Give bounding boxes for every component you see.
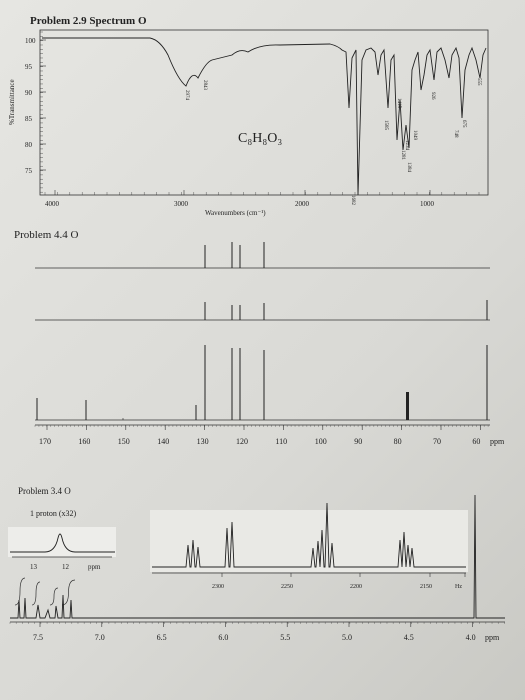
c13-tick-label: 110 xyxy=(275,437,287,446)
c13-tick-label: 100 xyxy=(315,437,327,446)
ir-trace xyxy=(42,38,486,195)
ir-peak-label: 675 xyxy=(461,120,466,128)
c13-tick-label: 150 xyxy=(118,437,130,446)
h1-expansion-tick-label: 2300 xyxy=(212,584,224,590)
c13-tick-label: 60 xyxy=(472,437,480,446)
c13-tick-label: 80 xyxy=(394,437,402,446)
ir-peak-label: 1585 xyxy=(383,120,388,131)
h1-tick-label: 5.0 xyxy=(342,633,352,642)
h1-tick-label: 7.0 xyxy=(95,633,105,642)
h1-expansion-ticks: 2300 2250 2200 2150 Hz xyxy=(212,573,465,590)
c13-title: Problem 4.4 O xyxy=(14,229,79,241)
h1-inset-box xyxy=(8,527,116,557)
ir-y-tick-label: 75 xyxy=(25,167,33,175)
ir-y-tick-label: 80 xyxy=(25,141,33,149)
h1-inset-tick-12: 12 xyxy=(62,563,70,571)
ir-peak-label: 1281 xyxy=(400,150,405,161)
ir-peak-label: 1049 xyxy=(412,130,417,141)
h1-expansion-tick-label: 2200 xyxy=(350,584,362,590)
c13-tick-label: 140 xyxy=(157,437,169,446)
h1-tick-label: 6.0 xyxy=(218,633,228,642)
c13-unit-label: ppm xyxy=(490,437,505,446)
h1-integral-curve xyxy=(15,578,25,605)
c13-tick-label: 120 xyxy=(236,437,248,446)
ir-frame xyxy=(40,30,488,195)
h1-expansion-tick-label: 2250 xyxy=(281,584,293,590)
c13-tick-label: 170 xyxy=(39,437,51,446)
ir-peak-label: 1234 xyxy=(404,140,409,151)
h1-tick-label: 5.5 xyxy=(280,633,290,642)
ir-y-axis-label: %Transmittance xyxy=(8,79,16,125)
ir-peak-label: 748 xyxy=(453,130,458,138)
h1-tick-label: 4.5 xyxy=(404,633,414,642)
c13-peaks xyxy=(37,242,487,420)
ir-y-tick-label: 95 xyxy=(25,63,33,71)
c13-tick-label: 130 xyxy=(197,437,209,446)
ir-x-tick-label: 2000 xyxy=(295,200,310,208)
ir-peak-label: 2843 xyxy=(202,80,207,91)
ir-formula: C₈H₈O₃ xyxy=(238,131,282,146)
ir-x-tick-label: 1000 xyxy=(420,200,435,208)
h1-inset-tick-13: 13 xyxy=(30,563,38,571)
c13-tick-label: 70 xyxy=(433,437,441,446)
h1-expansion-tick-label: Hz xyxy=(455,584,462,590)
h1-inset-label: 1 proton (x32) xyxy=(30,509,77,518)
ir-peak-label: 2974 xyxy=(184,90,189,101)
c13-tick-label: 90 xyxy=(354,437,362,446)
ir-title: Problem 2.9 Spectrum O xyxy=(30,15,147,27)
h1-tick-label: 4.0 xyxy=(466,633,476,642)
ir-x-tick-label: 3000 xyxy=(174,200,189,208)
h1-tick-label: 7.5 xyxy=(33,633,43,642)
ir-y-tick-label: 90 xyxy=(25,89,33,97)
h1-title: Problem 3.4 O xyxy=(18,486,71,496)
ir-peak-label: 926 xyxy=(430,92,435,100)
ir-x-tick-label: 4000 xyxy=(45,200,60,208)
h1-expansion-box xyxy=(150,510,468,572)
ir-x-ticks: 4000 3000 2000 1000 xyxy=(45,190,479,208)
ir-y-ticks: 100 95 90 85 80 75 xyxy=(25,32,46,192)
h1-integral-curve xyxy=(62,580,75,605)
ir-y-tick-label: 85 xyxy=(25,115,33,123)
h1-expansion-tick-label: 2150 xyxy=(420,584,432,590)
ir-peak-label: 1415 xyxy=(396,98,401,109)
ir-peak-label: 1682 xyxy=(350,195,355,206)
h1-integral-curve xyxy=(50,588,58,605)
ir-peak-label: 555 xyxy=(476,78,481,86)
h1-integral-curve xyxy=(32,582,40,605)
ir-x-axis-label: Wavenumbers (cm⁻¹) xyxy=(205,209,266,217)
c13-tick-label: 160 xyxy=(78,437,90,446)
ir-peak-label: 1384 xyxy=(406,162,411,173)
ir-y-tick-label: 100 xyxy=(25,37,36,45)
h1-x-ticks: 7.5 7.0 6.5 6.0 5.5 5.0 4.5 4.0 xyxy=(10,622,504,642)
h1-integral-curves xyxy=(15,578,75,605)
h1-tick-label: 6.5 xyxy=(157,633,167,642)
c13-x-ticks: 170 160 150 140 130 120 110 100 90 80 70 60 xyxy=(35,425,488,446)
h1-inset-unit: ppm xyxy=(88,563,101,571)
h1-unit-label: ppm xyxy=(485,633,500,642)
